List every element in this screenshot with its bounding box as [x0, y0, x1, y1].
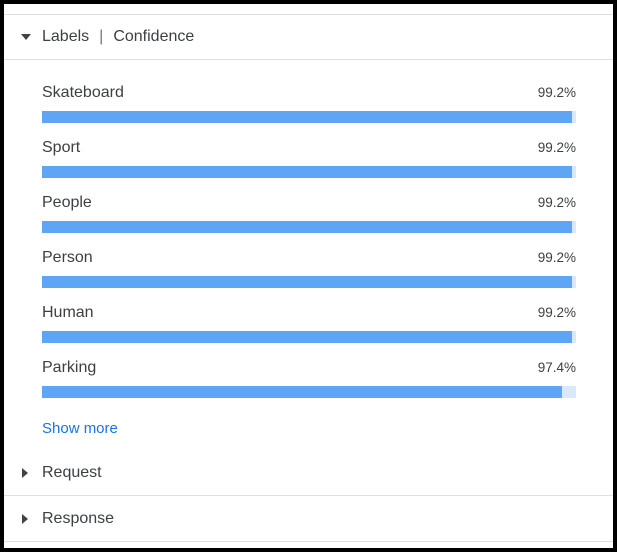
label-row: Sport 99.2% [42, 139, 576, 178]
label-name: Parking [42, 359, 97, 376]
section-title: Response [42, 509, 115, 527]
confidence-value: 99.2% [537, 140, 576, 155]
confidence-bar-fill [42, 166, 572, 178]
vision-api-results-panel: Labels | Confidence Skateboard 99.2% Spo… [4, 14, 613, 558]
label-name: Person [42, 249, 93, 266]
label-row: People 99.2% [42, 194, 576, 233]
label-row-header: Sport 99.2% [42, 139, 576, 157]
confidence-value: 99.2% [537, 250, 576, 265]
confidence-bar-track [42, 221, 576, 233]
confidence-bar-fill [42, 386, 563, 398]
section-title: Request [42, 463, 102, 481]
label-name: Sport [42, 139, 81, 156]
confidence-value: 99.2% [537, 195, 576, 210]
confidence-value: 99.2% [537, 305, 576, 320]
confidence-value: 99.2% [537, 85, 576, 100]
expand-arrow-icon [22, 467, 28, 478]
confidence-value: 97.4% [537, 360, 576, 375]
confidence-bar-fill [42, 331, 572, 343]
label-row-header: Human 99.2% [42, 304, 576, 322]
collapsed-sections-container: Request Response [4, 450, 613, 542]
confidence-bar-track [42, 331, 576, 343]
label-name: Human [42, 304, 94, 321]
confidence-bar-fill [42, 221, 572, 233]
label-row: Person 99.2% [42, 249, 576, 288]
confidence-bar-track [42, 386, 576, 398]
labels-list: Skateboard 99.2% Sport 99.2% People 99.2… [4, 60, 613, 450]
label-name: People [42, 194, 92, 211]
collapse-arrow-icon [21, 34, 31, 40]
collapsed-section-header-response[interactable]: Response [4, 496, 613, 542]
confidence-bar-fill [42, 111, 572, 123]
label-row: Human 99.2% [42, 304, 576, 343]
confidence-bar-track [42, 166, 576, 178]
label-row-header: Parking 97.4% [42, 359, 576, 377]
confidence-bar-track [42, 276, 576, 288]
label-row-header: Person 99.2% [42, 249, 576, 267]
confidence-bar-track [42, 111, 576, 123]
label-row: Skateboard 99.2% [42, 84, 576, 123]
show-more-link[interactable]: Show more [42, 420, 118, 437]
label-rows-container: Skateboard 99.2% Sport 99.2% People 99.2… [42, 84, 576, 398]
label-row: Parking 97.4% [42, 359, 576, 398]
confidence-bar-fill [42, 276, 572, 288]
labels-section-header[interactable]: Labels | Confidence [4, 14, 613, 60]
labels-section-title: Labels [42, 28, 90, 45]
label-row-header: People 99.2% [42, 194, 576, 212]
label-name: Skateboard [42, 84, 124, 101]
labels-section-subtitle: Confidence [113, 28, 195, 45]
expand-arrow-icon [22, 513, 28, 524]
label-row-header: Skateboard 99.2% [42, 84, 576, 102]
header-separator: | [99, 28, 104, 45]
collapsed-section-header-request[interactable]: Request [4, 450, 613, 496]
